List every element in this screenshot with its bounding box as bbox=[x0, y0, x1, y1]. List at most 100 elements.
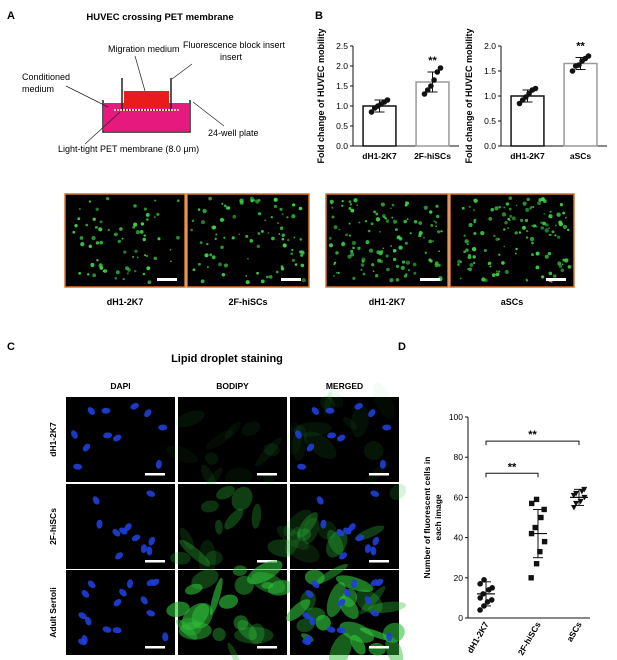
nucleus bbox=[305, 590, 314, 598]
fluorescent-cell bbox=[562, 224, 568, 229]
image-background bbox=[66, 397, 175, 482]
fluorescent-cell bbox=[271, 236, 275, 241]
nucleus bbox=[102, 626, 112, 633]
bodipy-signal bbox=[205, 430, 233, 450]
fluorescent-cell bbox=[270, 216, 273, 219]
bodipy-signal bbox=[304, 569, 325, 586]
fluorescent-cell bbox=[328, 243, 334, 248]
fluorescent-cell bbox=[386, 267, 390, 272]
fluorescent-cell bbox=[299, 238, 303, 241]
fluorescent-cell bbox=[507, 227, 510, 230]
bodipy-signal bbox=[315, 614, 331, 631]
fluorescent-cell bbox=[98, 227, 103, 232]
fluorescent-cell bbox=[391, 203, 395, 207]
nucleus bbox=[368, 409, 376, 418]
scale-bar bbox=[257, 560, 277, 563]
micrograph bbox=[66, 397, 175, 482]
fluorescent-cell bbox=[78, 208, 81, 211]
fluorescent-cell bbox=[287, 238, 290, 242]
fluorescent-cell bbox=[498, 270, 501, 273]
arrow-conditioned bbox=[65, 85, 109, 108]
nucleus bbox=[372, 536, 380, 546]
fluorescent-cell bbox=[357, 246, 361, 250]
fluorescent-cell bbox=[548, 227, 550, 230]
nucleus bbox=[73, 463, 83, 470]
fluorescent-cell bbox=[147, 280, 152, 285]
data-point bbox=[528, 575, 534, 581]
nucleus bbox=[370, 610, 380, 617]
fluorescent-cell bbox=[349, 203, 353, 206]
fluorescent-cell bbox=[557, 261, 562, 266]
fluorescent-cell bbox=[391, 216, 394, 219]
fluorescent-cell bbox=[418, 221, 423, 225]
fluorescent-cell bbox=[266, 275, 269, 279]
fluorescent-cell bbox=[192, 268, 196, 272]
fluorescent-cell bbox=[279, 226, 284, 230]
bodipy-signal bbox=[218, 594, 239, 609]
nucleus bbox=[325, 407, 335, 414]
fluorescent-cell bbox=[401, 260, 406, 264]
fluorescent-cell bbox=[291, 258, 295, 262]
fluorescent-cell bbox=[380, 202, 385, 207]
data-point bbox=[581, 486, 588, 493]
panel-label-a: A bbox=[7, 10, 15, 22]
fluorescent-cell bbox=[554, 224, 557, 227]
fluorescent-cell bbox=[459, 260, 463, 264]
fluorescent-cell bbox=[126, 272, 129, 275]
column-header: BODIPY bbox=[216, 381, 249, 391]
fluorescent-cell bbox=[347, 254, 352, 259]
fluorescent-cell bbox=[531, 241, 534, 245]
fluorescent-cell bbox=[282, 243, 287, 248]
chart-b-left: 0.0 0.5 1.0 1.5 2.0 2.5 Fold change of HUVEC m… bbox=[316, 28, 459, 164]
fluorescent-cell bbox=[504, 269, 509, 275]
nucleus bbox=[146, 610, 156, 617]
fluorescent-cell bbox=[199, 241, 203, 245]
data-point bbox=[434, 69, 441, 75]
fluorescent-cell bbox=[157, 237, 161, 241]
fluorescent-cell bbox=[463, 250, 466, 254]
bodipy-signal bbox=[342, 417, 357, 430]
fluorescent-cell bbox=[561, 263, 564, 266]
fluorescent-cell bbox=[91, 235, 96, 241]
fluorescent-cell bbox=[245, 234, 249, 238]
fluorescent-cell bbox=[86, 273, 90, 276]
bodipy-signal bbox=[339, 621, 374, 643]
fluorescent-cell bbox=[373, 210, 376, 214]
label-fluorescence-insert: Fluorescence block insert bbox=[183, 40, 286, 50]
nucleus bbox=[78, 612, 87, 620]
nucleus bbox=[124, 523, 132, 532]
bodipy-signal bbox=[293, 421, 332, 437]
fluorescent-cell bbox=[238, 233, 241, 236]
fluorescent-cell bbox=[543, 213, 546, 215]
bodipy-signal bbox=[166, 601, 190, 618]
fluorescent-cell bbox=[257, 212, 262, 216]
image-frame bbox=[64, 193, 186, 288]
nucleus bbox=[71, 430, 78, 439]
arrow-insert bbox=[171, 63, 193, 80]
fluorescent-cell bbox=[501, 261, 505, 265]
fluorescent-cell bbox=[435, 225, 438, 228]
fluorescent-cell bbox=[406, 218, 409, 221]
fluorescent-cell bbox=[505, 202, 510, 206]
fluorescent-cell bbox=[424, 251, 427, 254]
nucleus bbox=[130, 402, 139, 410]
bodipy-signal bbox=[175, 410, 205, 428]
x-tick-label: dH1-2K7 bbox=[510, 151, 545, 161]
fluorescent-cell bbox=[221, 202, 224, 205]
significance-marker: ** bbox=[508, 461, 517, 473]
fluorescent-cell bbox=[395, 264, 400, 269]
scale-bar bbox=[157, 278, 177, 281]
label-medium: medium bbox=[22, 84, 54, 94]
fluorescent-cell bbox=[435, 214, 440, 219]
data-point bbox=[538, 514, 544, 521]
fluorescent-cell bbox=[136, 256, 139, 259]
nucleus bbox=[337, 598, 346, 607]
fluorescent-cell bbox=[457, 259, 462, 264]
fluorescent-cell bbox=[392, 248, 397, 253]
fluorescent-cell bbox=[495, 237, 499, 241]
fluorescent-cell bbox=[566, 228, 570, 232]
fluorescent-cell bbox=[257, 198, 261, 202]
fluorescent-cell bbox=[90, 262, 95, 267]
fluorescent-cell bbox=[113, 233, 116, 236]
label-pet-membrane: Light-tight PET membrane (8.0 µm) bbox=[58, 144, 199, 154]
